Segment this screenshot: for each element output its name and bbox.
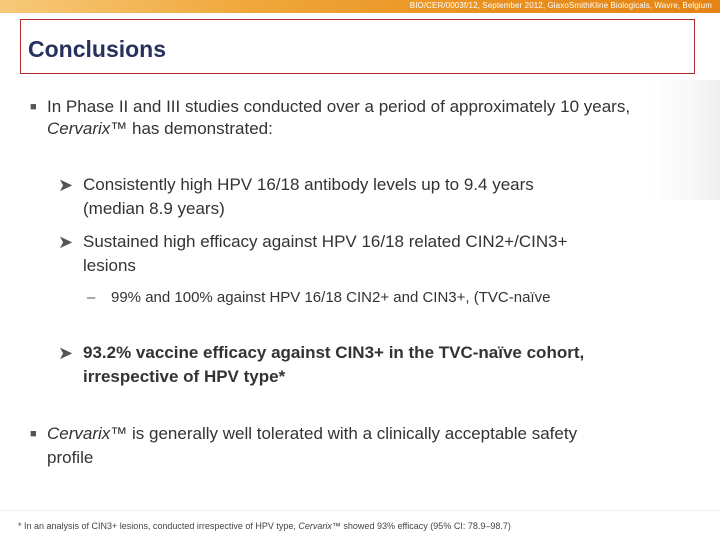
bullet-1-line-1: In Phase II and III studies conducted ov…: [47, 97, 631, 116]
slide-title: Conclusions: [28, 36, 167, 62]
header-reference-text: BIO/CER/0003f/12, September 2012, GlaxoS…: [409, 1, 712, 10]
bullet-2-line-1: Cervarix™ is generally well tolerated wi…: [47, 423, 577, 445]
header-bar: BIO/CER/0003f/12, September 2012, GlaxoS…: [0, 0, 720, 13]
square-bullet-icon: ■: [30, 428, 37, 440]
bullet-1-line-2: Cervarix™ has demonstrated:: [47, 118, 273, 140]
cervarix-italic: Cervarix: [47, 424, 111, 443]
arrow-bullet-icon: ➤: [58, 175, 74, 195]
footnote-cervarix-italic: Cervarix: [298, 521, 332, 531]
arrow-bullet-icon: ➤: [58, 343, 74, 363]
footnote: * In an analysis of CIN3+ lesions, condu…: [18, 521, 511, 531]
decorative-fade: [650, 80, 720, 200]
sub-bullet-1-line-2: (median 8.9 years): [83, 199, 225, 218]
footnote-pre: * In an analysis of CIN3+ lesions, condu…: [18, 521, 299, 531]
footnote-post: ™ showed 93% efficacy (95% CI: 78.9–98.7…: [331, 521, 511, 531]
sub-bullet-2-line-2: lesions: [83, 256, 136, 275]
dash-bullet-icon: –: [87, 289, 96, 306]
sub-bullet-1-line-1: Consistently high HPV 16/18 antibody lev…: [83, 175, 534, 194]
sub-bullet-3-line-1: 93.2% vaccine efficacy against CIN3+ in …: [83, 343, 585, 362]
bullet-2-line-2: profile: [47, 448, 94, 467]
cervarix-italic: Cervarix: [47, 119, 111, 138]
bullet-1-line-2-rest: ™ has demonstrated:: [110, 119, 273, 138]
sub-bullet-3-line-2: irrespective of HPV type*: [83, 367, 286, 386]
footnote-divider: [0, 510, 720, 511]
title-box: Conclusions: [20, 19, 695, 74]
arrow-bullet-icon: ➤: [58, 232, 74, 252]
bullet-2-line-1-rest: ™ is generally well tolerated with a cli…: [110, 424, 578, 443]
sub-bullet-2-line-1: Sustained high efficacy against HPV 16/1…: [83, 232, 568, 251]
dash-item-1-text: 99% and 100% against HPV 16/18 CIN2+ and…: [111, 289, 551, 306]
square-bullet-icon: ■: [30, 101, 37, 113]
